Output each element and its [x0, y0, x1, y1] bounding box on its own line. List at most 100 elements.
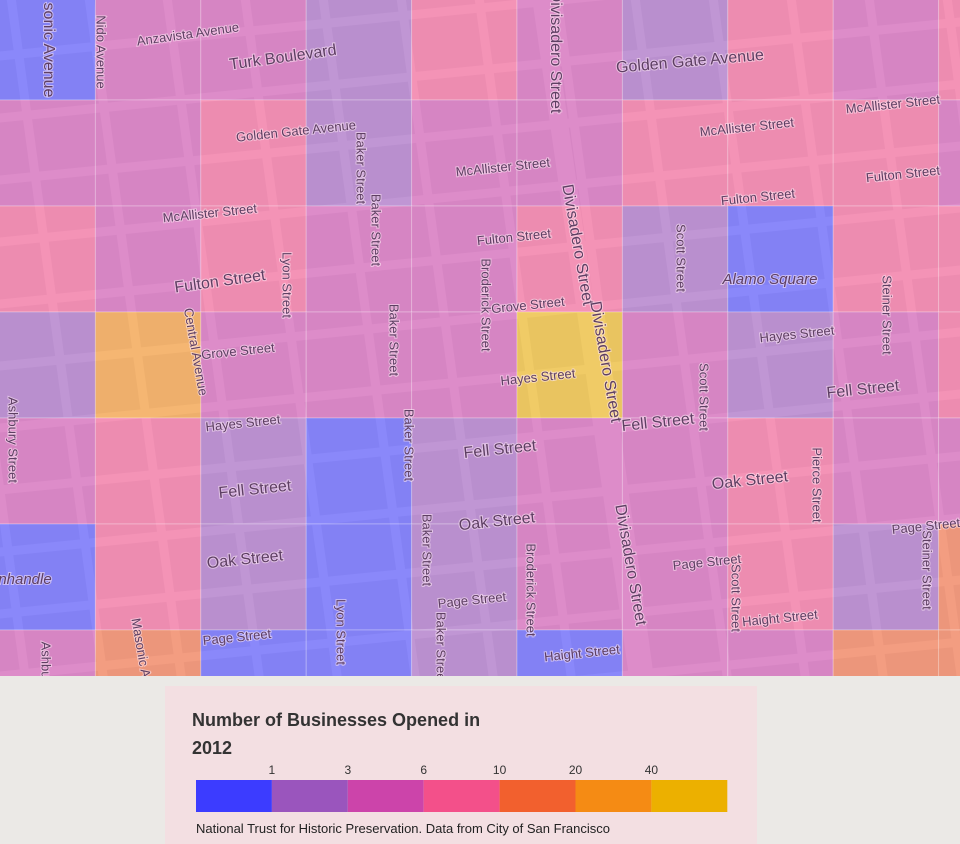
grid-cell [727, 0, 834, 101]
street-label: Steiner Street [920, 530, 935, 610]
grid-cell [305, 417, 413, 525]
grid-cell [94, 205, 202, 313]
grid-cell [305, 629, 413, 676]
grid-cell [305, 523, 413, 631]
grid-cell [621, 99, 729, 207]
street-label: Ashbu [39, 642, 54, 676]
grid-cell [200, 99, 307, 207]
grid-cell [200, 629, 307, 676]
legend-tick-label: 20 [569, 763, 583, 777]
street-label: Baker Street [354, 132, 369, 205]
grid-cell [516, 417, 623, 525]
street-label: Divisadero Street [547, 0, 564, 114]
street-label: Scott Street [697, 363, 712, 431]
legend-swatch [651, 780, 728, 812]
grid-cell [516, 629, 623, 676]
grid-cell [305, 99, 413, 207]
grid-cell [411, 523, 518, 631]
grid-cell [200, 523, 307, 631]
legend-title: Number of Businesses Opened in 2012 [192, 710, 481, 758]
street-label: Baker Street [434, 612, 449, 676]
grid-cell [832, 629, 940, 676]
street-label: Lyon Street [280, 252, 295, 318]
grid-cell [727, 99, 834, 207]
street-label: Scott Street [729, 564, 744, 632]
map: sonic Avenue Nido Avenue Anzavista AvenueT… [0, 0, 960, 676]
street-label: nhandle [0, 571, 52, 588]
grid-cell [621, 523, 729, 631]
legend-tick-label: 10 [493, 763, 507, 777]
grid-cell [411, 205, 518, 313]
grid-cell [516, 0, 623, 101]
grid-cell [94, 417, 202, 525]
legend-tick-label: 1 [269, 763, 276, 777]
grid-cell [200, 311, 307, 419]
grid-cell [938, 99, 960, 207]
street-label: Broderick Street [524, 543, 539, 637]
grid-cell [621, 205, 729, 313]
grid-cell [0, 205, 96, 313]
legend: 1 3 6 10 20 40 Number of Businesses Opened in… [165, 686, 757, 844]
street-label: Baker Street [387, 304, 402, 377]
legend-swatch [347, 780, 424, 812]
grid-cell [621, 629, 729, 676]
cells [0, 0, 960, 676]
legend-swatch [499, 780, 576, 812]
grid-cell [832, 311, 940, 419]
grid-cell [832, 0, 940, 101]
legend-swatch [423, 780, 500, 812]
legend-tick-label: 6 [420, 763, 427, 777]
legend-swatch [271, 780, 348, 812]
legend-scale: 1 3 6 10 20 40 [196, 763, 728, 812]
grid-cell [94, 311, 202, 419]
grid-cell [727, 311, 834, 419]
street-label: Pierce Street [810, 447, 825, 523]
grid-cell [516, 311, 623, 419]
grid-cell [305, 205, 413, 313]
grid-cell [938, 0, 960, 101]
street-label: Baker Street [402, 409, 417, 482]
legend-tick-label: 40 [645, 763, 659, 777]
grid-cell [411, 311, 518, 419]
grid-cell [94, 99, 202, 207]
grid-cell [94, 523, 202, 631]
legend-swatch [196, 780, 272, 812]
grid-cell [621, 0, 729, 101]
grid-cell [938, 205, 960, 313]
grid-cell [0, 629, 96, 676]
legend-tick-label: 3 [344, 763, 351, 777]
grid-cell [727, 629, 834, 676]
street-label: sonic Avenue [40, 3, 57, 98]
grid-cell [832, 99, 940, 207]
grid-cell [516, 99, 623, 207]
grid-cell [938, 311, 960, 419]
grid-cell [516, 205, 623, 313]
grid-cell [94, 0, 202, 101]
grid-cell [411, 99, 518, 207]
grid-cell [411, 629, 518, 676]
legend-swatch [575, 780, 652, 812]
street-label: Ashbury Street [6, 397, 21, 483]
street-label: Baker Street [369, 194, 384, 267]
street-label: Broderick Street [479, 258, 494, 352]
street-label: Baker Street [420, 514, 435, 587]
grid-cell [727, 205, 834, 313]
street-label: Alamo Square [721, 271, 817, 288]
grid-cell [0, 99, 96, 207]
street-label: Steiner Street [880, 275, 895, 355]
street-label: Scott Street [674, 224, 689, 292]
street-label: Lyon Street [334, 599, 349, 665]
grid-cell [200, 205, 307, 313]
grid-cell [411, 417, 518, 525]
grid-cell [621, 417, 729, 525]
grid-cell [94, 629, 202, 676]
attribution: National Trust for Historic Preservation… [196, 821, 610, 836]
street-label: Nido Avenue [94, 15, 109, 89]
grid-cell [411, 0, 518, 101]
grid-cell [0, 523, 96, 631]
grid-cell [832, 523, 940, 631]
grid-cell [727, 523, 834, 631]
grid-cell [938, 523, 960, 631]
grid-cell [938, 417, 960, 525]
